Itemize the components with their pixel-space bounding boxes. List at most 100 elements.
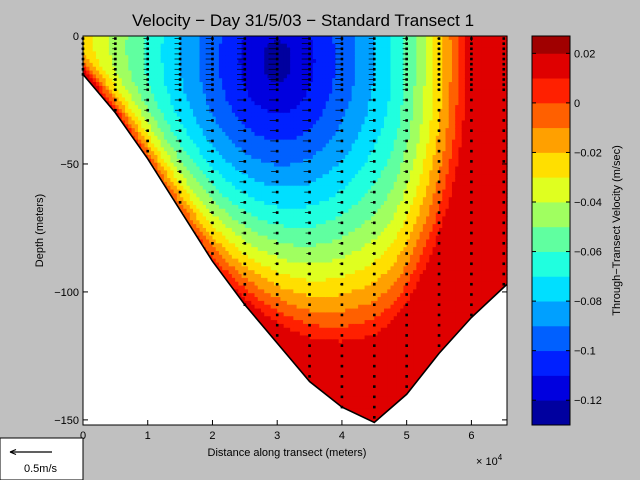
field-cell bbox=[125, 124, 129, 129]
field-cell bbox=[283, 89, 288, 95]
field-cell bbox=[154, 93, 159, 99]
field-cell bbox=[218, 101, 223, 106]
field-cell bbox=[199, 147, 204, 152]
field-cell bbox=[209, 231, 214, 237]
field-cell bbox=[254, 208, 259, 214]
field-cell bbox=[283, 201, 288, 206]
field-cell bbox=[312, 51, 317, 56]
field-cell bbox=[273, 181, 278, 187]
field-cell bbox=[338, 247, 343, 252]
field-cell bbox=[309, 158, 314, 164]
field-cell bbox=[205, 39, 210, 45]
field-cell bbox=[222, 266, 227, 271]
field-cell bbox=[335, 320, 340, 325]
field-cell bbox=[183, 112, 188, 118]
field-cell bbox=[202, 227, 207, 233]
field-cell bbox=[286, 274, 291, 279]
field-cell bbox=[283, 254, 288, 260]
field-cell bbox=[348, 381, 353, 386]
field-cell bbox=[283, 59, 288, 64]
field-cell bbox=[115, 74, 120, 79]
field-cell bbox=[332, 258, 337, 264]
field-cell bbox=[354, 270, 359, 275]
field-cell bbox=[306, 312, 311, 317]
field-cell bbox=[332, 381, 337, 386]
field-cell bbox=[121, 105, 126, 110]
field-cell bbox=[167, 135, 171, 141]
field-cell bbox=[125, 89, 129, 95]
field-cell bbox=[286, 93, 291, 99]
field-cell bbox=[218, 151, 223, 156]
field-cell bbox=[150, 85, 155, 91]
field-cell bbox=[312, 174, 317, 179]
field-cell bbox=[332, 389, 337, 394]
field-cell bbox=[257, 243, 262, 248]
field-cell bbox=[345, 43, 350, 49]
field-cell bbox=[306, 346, 311, 352]
field-cell bbox=[322, 78, 327, 83]
field-cell bbox=[345, 155, 350, 160]
field-cell bbox=[209, 155, 214, 160]
field-cell bbox=[345, 139, 350, 145]
field-cell bbox=[351, 220, 356, 225]
field-cell bbox=[332, 170, 337, 175]
field-cell bbox=[264, 120, 269, 125]
field-cell bbox=[280, 89, 285, 95]
field-cell bbox=[280, 308, 285, 313]
field-cell bbox=[290, 135, 294, 141]
field-cell bbox=[290, 327, 294, 333]
field-cell bbox=[186, 216, 191, 221]
field-cell bbox=[147, 124, 152, 129]
field-cell bbox=[273, 55, 278, 60]
field-cell bbox=[115, 36, 120, 41]
field-cell bbox=[293, 47, 298, 52]
field-cell bbox=[283, 231, 288, 237]
field-cell bbox=[228, 204, 233, 210]
field-cell bbox=[322, 189, 327, 194]
field-cell bbox=[316, 366, 320, 371]
field-cell bbox=[319, 243, 324, 248]
field-cell bbox=[290, 197, 294, 202]
field-cell bbox=[238, 266, 243, 271]
field-cell bbox=[180, 78, 184, 83]
field-cell bbox=[309, 231, 314, 237]
field-cell bbox=[218, 258, 223, 264]
field-cell bbox=[351, 270, 356, 275]
field-cell bbox=[267, 181, 272, 187]
field-cell bbox=[241, 235, 246, 241]
field-cell bbox=[312, 224, 317, 229]
field-cell bbox=[257, 285, 262, 290]
field-cell bbox=[354, 43, 359, 49]
field-cell bbox=[138, 93, 142, 99]
field-cell bbox=[121, 112, 126, 118]
field-cell bbox=[328, 78, 333, 83]
field-cell bbox=[193, 131, 197, 137]
field-cell bbox=[196, 128, 201, 133]
field-cell bbox=[251, 201, 256, 206]
field-cell bbox=[354, 174, 359, 179]
field-cell bbox=[273, 185, 278, 191]
field-cell bbox=[319, 181, 324, 187]
field-cell bbox=[167, 131, 171, 137]
field-cell bbox=[150, 97, 155, 102]
field-cell bbox=[83, 51, 87, 56]
field-cell bbox=[209, 120, 214, 125]
field-cell bbox=[228, 181, 233, 187]
field-cell bbox=[176, 124, 181, 129]
field-cell bbox=[277, 293, 282, 298]
field-cell bbox=[306, 270, 311, 275]
field-cell bbox=[354, 128, 359, 133]
field-cell bbox=[248, 247, 252, 252]
field-cell bbox=[267, 224, 272, 229]
field-cell bbox=[254, 93, 259, 99]
field-cell bbox=[202, 105, 207, 110]
field-cell bbox=[354, 316, 359, 321]
field-cell bbox=[299, 312, 304, 317]
field-cell bbox=[325, 128, 330, 133]
field-cell bbox=[309, 262, 314, 267]
field-cell bbox=[286, 143, 291, 148]
field-cell bbox=[264, 208, 269, 214]
field-cell bbox=[244, 220, 249, 225]
field-cell bbox=[273, 197, 278, 202]
field-cell bbox=[267, 274, 272, 279]
